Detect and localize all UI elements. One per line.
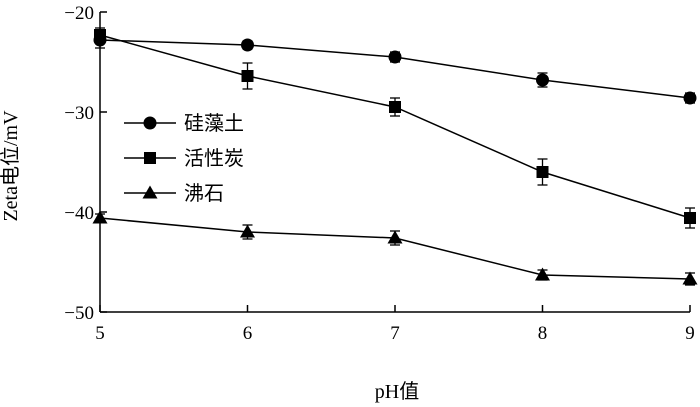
data-point	[241, 38, 254, 52]
y-axis-label: Zeta电位/mV	[0, 110, 22, 222]
x-tick-label: 7	[390, 323, 400, 344]
y-tick-label: −50	[64, 303, 94, 324]
legend-marker	[142, 185, 158, 199]
series-2	[94, 27, 696, 229]
data-point	[684, 212, 696, 224]
series-line	[99, 39, 691, 99]
x-tick-label: 9	[685, 323, 695, 344]
y-tick-label: −40	[64, 203, 94, 224]
legend-label: 活性炭	[184, 146, 244, 170]
legend-marker	[144, 152, 156, 164]
series-line	[99, 217, 691, 280]
data-point	[535, 267, 550, 281]
legend-item: 硅藻土	[124, 111, 244, 135]
data-point	[389, 101, 401, 113]
data-point	[536, 73, 549, 87]
legend-label: 硅藻土	[184, 111, 244, 135]
legend-item: 活性炭	[124, 146, 244, 170]
legend-item: 沸石	[124, 181, 224, 205]
data-point	[682, 271, 698, 285]
series-group	[92, 27, 698, 286]
legend-marker	[143, 116, 157, 130]
data-point	[92, 210, 108, 224]
y-tick-label: −20	[64, 3, 94, 24]
data-point	[536, 166, 549, 178]
x-tick-label: 6	[243, 323, 253, 344]
data-point	[240, 224, 255, 238]
data-point	[388, 50, 402, 64]
legend-label: 沸石	[184, 181, 224, 205]
x-tick-label: 5	[95, 323, 105, 344]
data-point	[241, 70, 254, 82]
series-1	[93, 31, 697, 105]
x-tick-label: 8	[538, 323, 548, 344]
data-point	[387, 230, 403, 244]
data-point	[94, 29, 106, 41]
ticks: −20 −30 −40 −505 6 7 8 9	[64, 3, 694, 344]
y-tick-label: −30	[64, 103, 94, 124]
series-3	[92, 210, 698, 286]
x-axis-label: pH值	[375, 380, 419, 403]
data-point	[683, 91, 697, 105]
